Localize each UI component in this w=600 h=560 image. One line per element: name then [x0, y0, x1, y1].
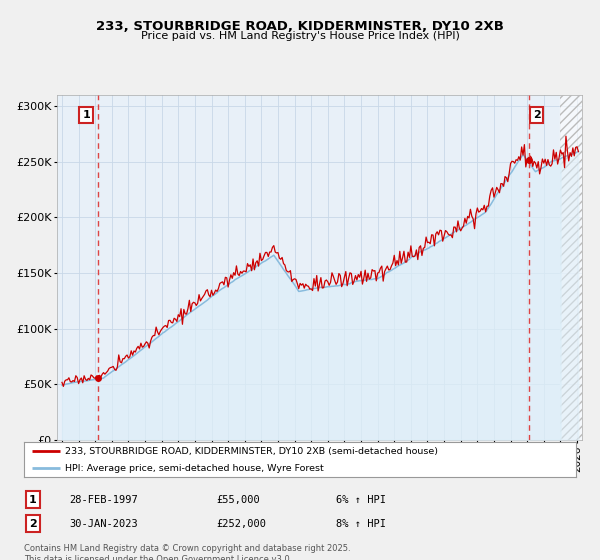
Text: Price paid vs. HM Land Registry's House Price Index (HPI): Price paid vs. HM Land Registry's House …: [140, 31, 460, 41]
Text: 1: 1: [82, 110, 90, 120]
Bar: [560, 95, 593, 440]
Text: 2: 2: [29, 519, 37, 529]
Text: 6% ↑ HPI: 6% ↑ HPI: [336, 494, 386, 505]
Text: 233, STOURBRIDGE ROAD, KIDDERMINSTER, DY10 2XB: 233, STOURBRIDGE ROAD, KIDDERMINSTER, DY…: [96, 20, 504, 33]
Text: 2: 2: [533, 110, 541, 120]
Text: 233, STOURBRIDGE ROAD, KIDDERMINSTER, DY10 2XB (semi-detached house): 233, STOURBRIDGE ROAD, KIDDERMINSTER, DY…: [65, 446, 439, 456]
Text: £55,000: £55,000: [216, 494, 260, 505]
Text: HPI: Average price, semi-detached house, Wyre Forest: HPI: Average price, semi-detached house,…: [65, 464, 324, 473]
Text: 28-FEB-1997: 28-FEB-1997: [69, 494, 138, 505]
Text: Contains HM Land Registry data © Crown copyright and database right 2025.
This d: Contains HM Land Registry data © Crown c…: [24, 544, 350, 560]
Bar: [560, 95, 593, 440]
Text: £252,000: £252,000: [216, 519, 266, 529]
Text: 30-JAN-2023: 30-JAN-2023: [69, 519, 138, 529]
Text: 8% ↑ HPI: 8% ↑ HPI: [336, 519, 386, 529]
Text: 1: 1: [29, 494, 37, 505]
